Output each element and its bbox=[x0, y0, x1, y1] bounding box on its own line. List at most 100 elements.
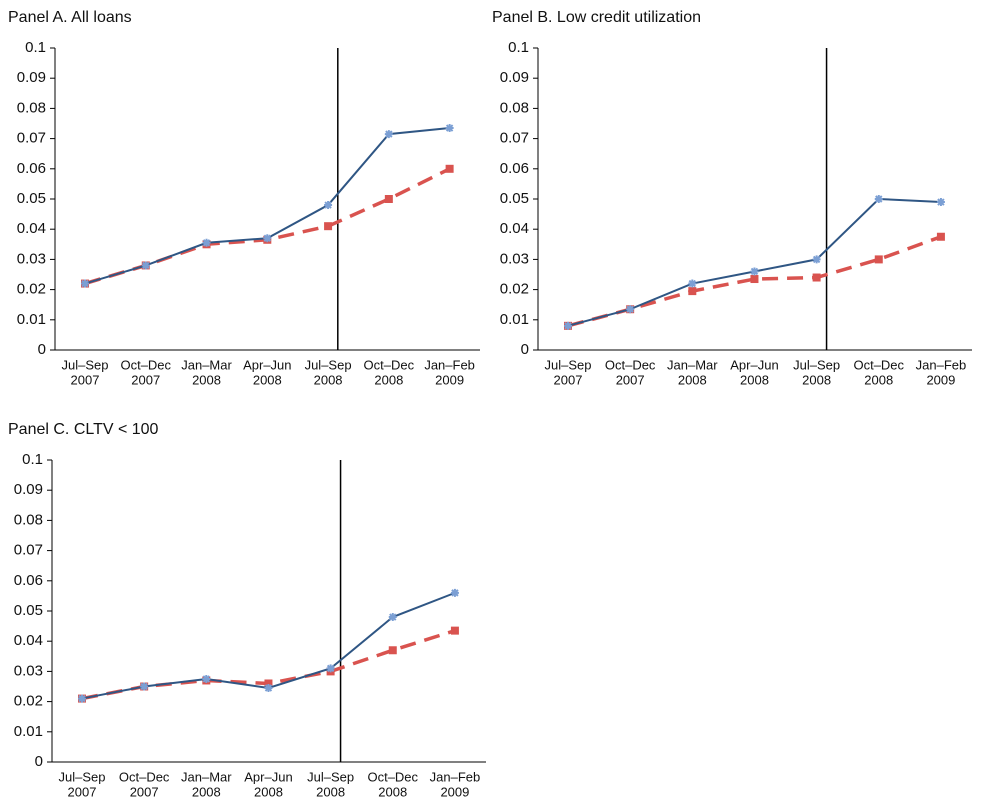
x-tick-label: 2009 bbox=[926, 372, 955, 387]
x-tick-label: 2007 bbox=[68, 784, 97, 799]
point-marker bbox=[388, 646, 397, 655]
point-marker bbox=[78, 694, 86, 703]
y-tick-label: 0.05 bbox=[17, 190, 46, 207]
y-tick-label: 0.03 bbox=[500, 250, 529, 267]
y-tick-label: 0.07 bbox=[17, 130, 46, 147]
x-tick-label: Jul–Sep bbox=[307, 769, 354, 784]
x-tick-label: 2008 bbox=[314, 372, 343, 387]
y-tick-label: 0.09 bbox=[14, 481, 43, 498]
point-marker bbox=[688, 279, 697, 288]
x-tick-label: 2008 bbox=[864, 372, 893, 387]
x-tick-label: Jan–Feb bbox=[430, 769, 481, 784]
x-tick-label: Oct–Dec bbox=[119, 769, 170, 784]
x-tick-label: Oct–Dec bbox=[120, 357, 171, 372]
y-tick-label: 0.07 bbox=[500, 130, 529, 147]
point-marker bbox=[326, 664, 335, 673]
x-tick-label: 2008 bbox=[192, 372, 221, 387]
y-tick-label: 0.04 bbox=[17, 220, 46, 237]
y-tick-label: 0 bbox=[35, 753, 43, 770]
x-tick-label: 2008 bbox=[374, 372, 403, 387]
point-marker bbox=[450, 588, 459, 597]
point-marker bbox=[140, 682, 149, 691]
point-marker bbox=[388, 613, 397, 622]
point-marker bbox=[564, 321, 572, 330]
point-marker bbox=[81, 279, 89, 288]
point-marker bbox=[264, 684, 273, 693]
y-tick-label: 0.04 bbox=[500, 220, 529, 237]
y-tick-label: 0.06 bbox=[14, 572, 43, 589]
x-tick-label: 2008 bbox=[253, 372, 282, 387]
x-tick-label: Apr–Jun bbox=[243, 357, 291, 372]
y-tick-label: 0.08 bbox=[500, 99, 529, 116]
y-tick-label: 0.03 bbox=[14, 662, 43, 679]
x-tick-label: Oct–Dec bbox=[367, 769, 418, 784]
point-marker bbox=[324, 222, 333, 231]
x-tick-label: Oct–Dec bbox=[605, 357, 656, 372]
x-tick-label: 2009 bbox=[435, 372, 464, 387]
x-tick-label: 2008 bbox=[740, 372, 769, 387]
y-tick-label: 0.06 bbox=[17, 160, 46, 177]
x-tick-label: 2008 bbox=[678, 372, 707, 387]
point-marker bbox=[874, 195, 883, 203]
x-tick-label: Jul–Sep bbox=[545, 357, 592, 372]
point-marker bbox=[812, 273, 821, 282]
x-tick-label: 2007 bbox=[131, 372, 160, 387]
x-tick-label: Jan–Feb bbox=[424, 357, 475, 372]
x-tick-label: Apr–Jun bbox=[244, 769, 292, 784]
point-marker bbox=[263, 234, 272, 243]
x-tick-label: 2008 bbox=[802, 372, 831, 387]
x-tick-label: Apr–Jun bbox=[730, 357, 778, 372]
x-tick-label: 2008 bbox=[378, 784, 407, 799]
y-tick-label: 0.06 bbox=[500, 160, 529, 177]
x-tick-label: Jul–Sep bbox=[305, 357, 352, 372]
x-tick-label: 2009 bbox=[440, 784, 469, 799]
y-tick-label: 0.1 bbox=[25, 39, 46, 56]
x-tick-label: Oct–Dec bbox=[364, 357, 415, 372]
point-marker bbox=[750, 275, 759, 284]
x-tick-label: Jul–Sep bbox=[62, 357, 109, 372]
series-line bbox=[84, 127, 450, 285]
y-tick-label: 0.07 bbox=[14, 542, 43, 559]
y-tick-label: 0.05 bbox=[14, 602, 43, 619]
x-tick-label: Jul–Sep bbox=[59, 769, 106, 784]
y-tick-label: 0.08 bbox=[17, 99, 46, 116]
point-marker bbox=[445, 124, 454, 133]
y-tick-label: 0 bbox=[521, 341, 529, 358]
point-marker bbox=[812, 255, 821, 264]
y-tick-label: 0.1 bbox=[508, 39, 529, 56]
y-tick-label: 0 bbox=[38, 341, 46, 358]
y-tick-label: 0.01 bbox=[17, 311, 46, 328]
y-tick-label: 0.02 bbox=[14, 693, 43, 710]
series-line bbox=[567, 197, 941, 327]
point-marker bbox=[750, 267, 759, 276]
y-tick-label: 0.03 bbox=[17, 250, 46, 267]
y-tick-label: 0.02 bbox=[17, 281, 46, 298]
point-marker bbox=[450, 626, 459, 635]
y-tick-label: 0.08 bbox=[14, 511, 43, 528]
x-tick-label: 2007 bbox=[71, 372, 100, 387]
point-marker bbox=[324, 201, 333, 210]
point-marker bbox=[384, 130, 393, 139]
x-tick-label: 2008 bbox=[192, 784, 221, 799]
y-tick-label: 0.02 bbox=[500, 281, 529, 298]
x-tick-label: 2007 bbox=[554, 372, 583, 387]
point-marker bbox=[264, 679, 273, 688]
point-marker bbox=[202, 674, 211, 683]
point-marker bbox=[936, 232, 945, 241]
y-tick-label: 0.01 bbox=[500, 311, 529, 328]
x-tick-label: Jan–Feb bbox=[916, 357, 967, 372]
panel-title: Panel B. Low credit utilization bbox=[492, 9, 701, 26]
x-tick-label: Jan–Mar bbox=[181, 769, 232, 784]
point-marker bbox=[445, 164, 454, 173]
y-tick-label: 0.1 bbox=[22, 451, 43, 468]
point-marker bbox=[384, 195, 393, 203]
y-tick-label: 0.09 bbox=[500, 69, 529, 86]
x-tick-label: 2008 bbox=[316, 784, 345, 799]
y-tick-label: 0.05 bbox=[500, 190, 529, 207]
x-tick-label: Jan–Mar bbox=[181, 357, 232, 372]
y-tick-label: 0.01 bbox=[14, 723, 43, 740]
point-marker bbox=[874, 255, 883, 264]
point-marker bbox=[626, 305, 635, 314]
panel-title: Panel A. All loans bbox=[8, 9, 132, 26]
